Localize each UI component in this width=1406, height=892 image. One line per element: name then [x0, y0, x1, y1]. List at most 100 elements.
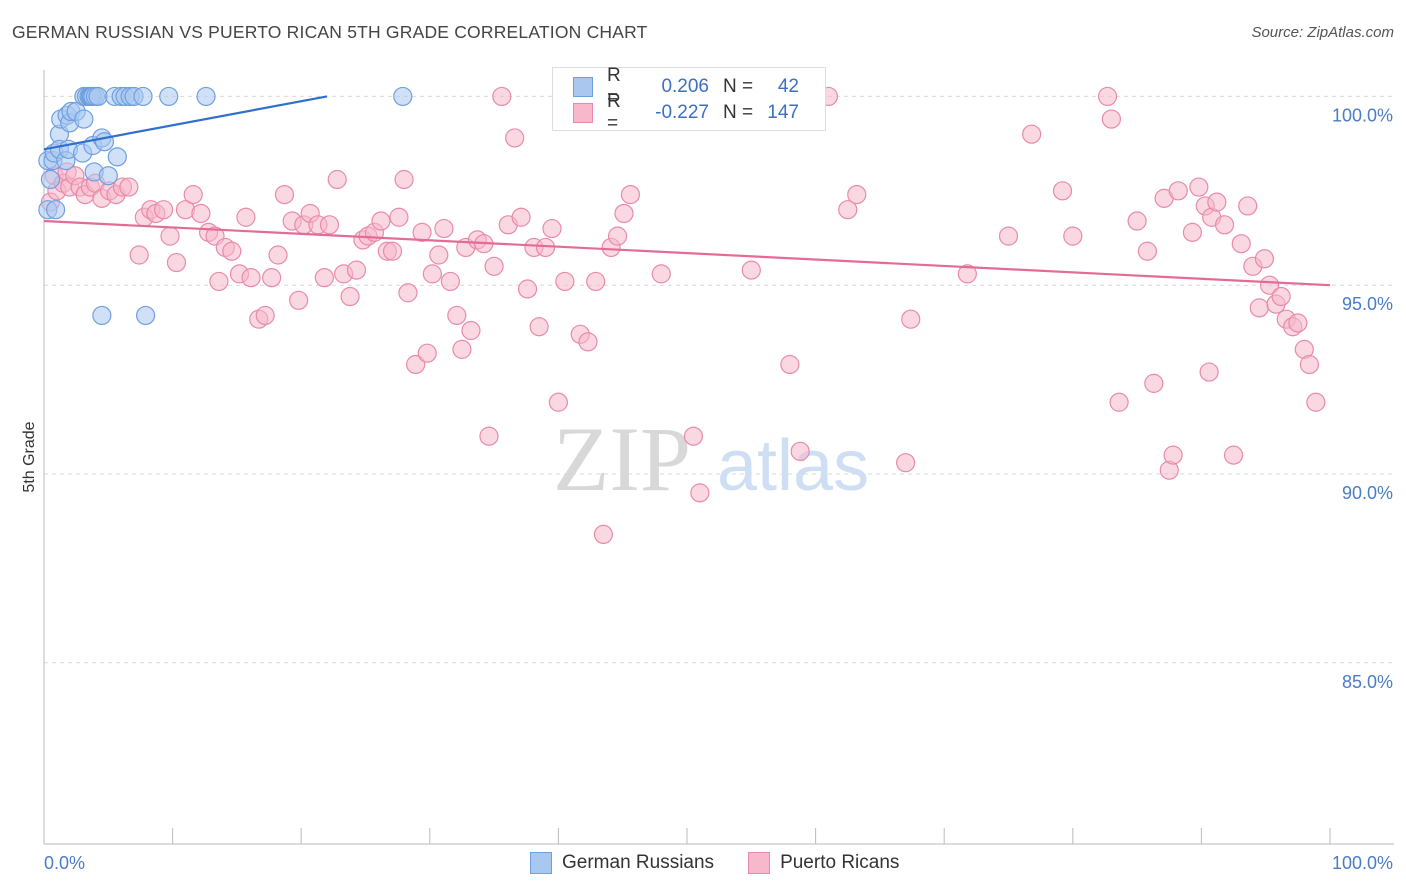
puerto-rican-point [1199, 362, 1219, 382]
trend-lines [43, 95, 1331, 287]
puerto-rican-point [1238, 196, 1258, 216]
puerto-rican-point [479, 426, 499, 446]
legend-n-label: N = [723, 76, 754, 97]
x-tick-label-max: 100.0% [1332, 853, 1393, 873]
puerto-rican-point [406, 354, 426, 375]
y-tick-label: 85.0% [1342, 672, 1393, 692]
series-legend: German Russians Puerto Ricans [530, 852, 933, 874]
legend-r-label: R = [607, 91, 621, 134]
puerto-rican-point [222, 241, 242, 261]
german-russian-point [45, 200, 66, 220]
german-russian-point [74, 109, 94, 129]
legend-r-value: 0.206 [661, 76, 709, 97]
puerto-rican-point [461, 320, 481, 341]
puerto-rican-point [548, 392, 569, 412]
correlation-legend: R = 0.206 N = 42 R = -0.227 N = 147 [552, 65, 826, 134]
puerto-rican-point [1127, 211, 1147, 231]
puerto-rican-point [1063, 226, 1083, 246]
puerto-rican-point [1271, 286, 1291, 307]
legend-swatch-pink [573, 103, 593, 123]
puerto-rican-point [434, 218, 454, 239]
puerto-rican-point [327, 169, 347, 190]
puerto-rican-point [607, 226, 628, 246]
puerto-rican-point [578, 332, 598, 352]
puerto-rican-point [838, 200, 858, 220]
german-russians-points [38, 86, 413, 326]
puerto-rican-point [268, 245, 288, 265]
german-russian-point [92, 305, 112, 326]
puerto-rican-point [998, 226, 1019, 246]
puerto-rican-point [153, 200, 174, 220]
chart-title: GERMAN RUSSIAN VS PUERTO RICAN 5TH GRADE… [12, 22, 648, 42]
puerto-rican-point [422, 264, 442, 284]
legend-r-value: -0.227 [655, 102, 709, 123]
legend-swatch-blue [573, 77, 593, 97]
puerto-rican-point [1288, 313, 1308, 333]
puerto-rican-point [382, 241, 403, 261]
legend-row-puerto-ricans: R = -0.227 N = 147 [573, 91, 799, 134]
puerto-rican-point [394, 169, 414, 190]
legend-n-value: 42 [777, 76, 799, 97]
puerto-rican-point [1299, 354, 1320, 375]
puerto-rican-point [957, 264, 977, 284]
puerto-rican-point [780, 354, 800, 375]
puerto-rican-point [398, 283, 418, 303]
puerto-rican-point [683, 426, 704, 446]
puerto-rican-point [1022, 124, 1042, 144]
german-russian-point [98, 166, 118, 186]
puerto-rican-point [505, 128, 525, 148]
y-tick-label: 95.0% [1342, 294, 1393, 314]
puerto-ricans-points [40, 86, 1326, 545]
puerto-rican-point [1249, 298, 1269, 318]
puerto-rican-point [340, 286, 360, 307]
puerto-rican-point [1182, 222, 1202, 242]
legend-n-value: 147 [767, 102, 799, 123]
german-russian-point [88, 86, 108, 107]
legend-item-puerto-ricans[interactable]: Puerto Ricans [748, 852, 899, 874]
puerto-rican-point [119, 177, 139, 197]
puerto-rican-point [389, 207, 409, 227]
puerto-rican-point [452, 339, 472, 359]
german-russian-point [40, 169, 61, 190]
puerto-rican-point [371, 211, 391, 231]
legend-label-german-russians: German Russians [562, 852, 715, 873]
y-tick-label: 90.0% [1342, 483, 1393, 503]
puerto-rican-point [262, 268, 282, 288]
puerto-rican-point [447, 305, 467, 326]
puerto-rican-point [1052, 181, 1073, 201]
puerto-rican-point [690, 483, 710, 503]
puerto-rican-point [241, 268, 261, 288]
watermark-atlas: atlas [717, 426, 869, 506]
puerto-rican-point [1109, 392, 1129, 412]
x-tick-label-min: 0.0% [44, 853, 85, 873]
puerto-rican-point [417, 343, 437, 363]
puerto-rican-point [236, 207, 256, 227]
puerto-rican-point [1214, 215, 1235, 235]
y-tick-label: 100.0% [1332, 105, 1393, 125]
watermark: ZIP atlas [553, 408, 869, 510]
german-russians-trend-line [43, 95, 328, 151]
legend-item-german-russians[interactable]: German Russians [530, 852, 714, 874]
puerto-rican-point [847, 184, 867, 205]
puerto-rican-point [1306, 392, 1326, 412]
german-russian-point [133, 86, 153, 107]
puerto-rican-point [1168, 181, 1188, 201]
puerto-rican-point [440, 271, 460, 292]
puerto-rican-point [1101, 109, 1121, 129]
puerto-rican-point [1223, 445, 1244, 465]
watermark-zip: ZIP [553, 408, 691, 510]
puerto-rican-point [542, 218, 562, 239]
german-russian-point [196, 86, 216, 107]
puerto-rican-point [593, 524, 614, 545]
legend-r-label: R = [607, 65, 621, 108]
puerto-rican-point [1254, 249, 1275, 269]
german-russian-point [135, 305, 156, 326]
puerto-rican-point [1137, 241, 1157, 261]
puerto-rican-point [412, 222, 432, 242]
puerto-rican-point [191, 203, 211, 224]
puerto-rican-point [255, 305, 275, 326]
puerto-rican-point [1207, 192, 1227, 212]
y-tick-labels: 85.0% 90.0% 95.0% 100.0% [1332, 105, 1393, 691]
puerto-rican-point [790, 441, 810, 461]
